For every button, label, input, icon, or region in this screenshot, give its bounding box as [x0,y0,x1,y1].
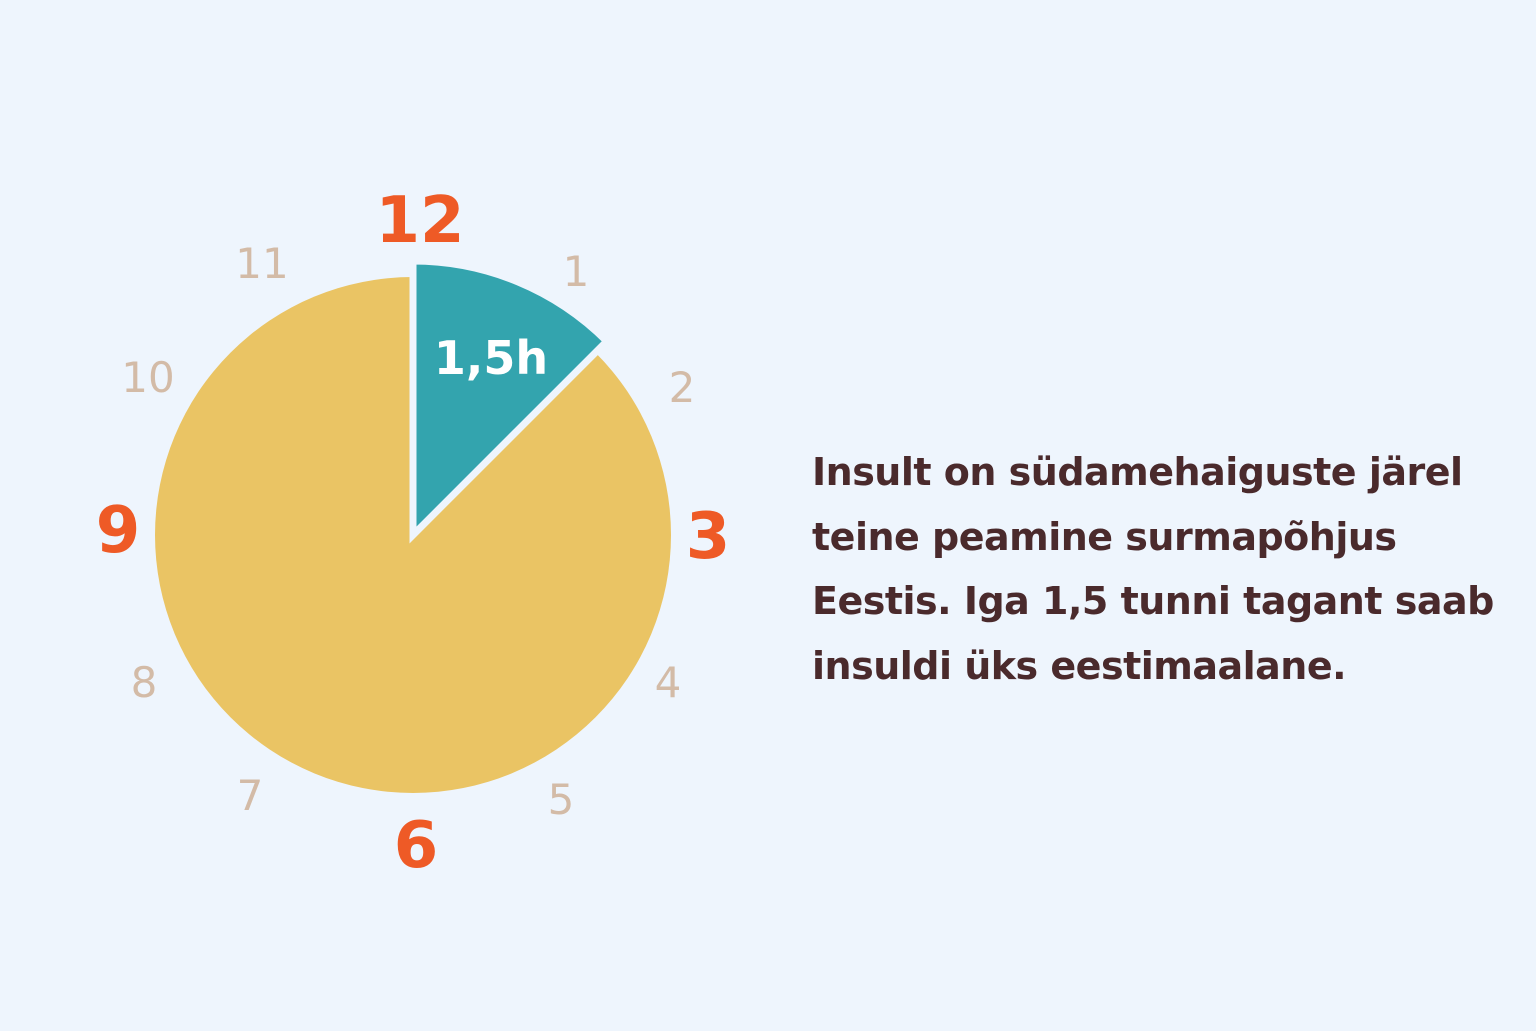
clock-number-4: 4 [655,658,682,707]
clock-number-5: 5 [548,775,575,824]
message-line: teine peamine surmapõhjus [812,514,1397,559]
clock-number-3: 3 [686,500,731,574]
clock-number-2: 2 [669,363,696,412]
clock-number-9: 9 [96,494,141,568]
highlight-slice-label: 1,5h [434,331,548,385]
clock-number-10: 10 [121,353,174,402]
highlight-slice [409,257,612,544]
message-text: Insult on südamehaiguste järel teine pea… [812,440,1494,698]
clock-number-6: 6 [394,809,439,883]
message-line: Insult on südamehaiguste järel [812,450,1463,494]
message-line: insuldi üks eestimaalane. [812,643,1347,688]
clock-number-8: 8 [131,658,158,707]
clock-number-7: 7 [237,771,264,820]
message-line: Eestis. Iga 1,5 tunni tagant saab [812,579,1494,623]
clock-number-12: 12 [375,184,464,258]
clock-number-1: 1 [563,247,590,296]
clock-number-11: 11 [235,239,288,288]
